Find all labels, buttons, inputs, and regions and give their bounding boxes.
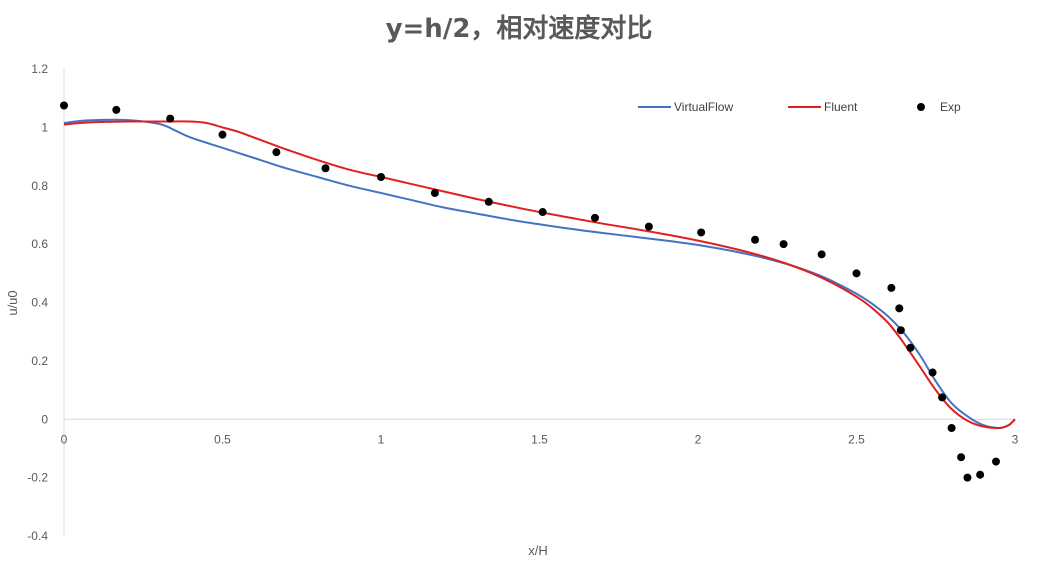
axes-group bbox=[63, 69, 1015, 536]
data-point-exp bbox=[697, 228, 706, 237]
data-point-exp bbox=[430, 189, 439, 198]
data-point-exp bbox=[928, 368, 937, 377]
legend-label-fluent: Fluent bbox=[824, 100, 858, 114]
data-point-exp bbox=[166, 114, 175, 123]
data-point-exp bbox=[947, 424, 956, 433]
data-point-exp bbox=[751, 235, 760, 244]
data-point-exp bbox=[590, 213, 599, 222]
legend: VirtualFlow Fluent Exp bbox=[638, 100, 961, 114]
tick-labels: 0 0.5 1 1.5 2 2.5 3 1.2 1 0.8 0.6 0.4 0.2 0 -0.2 -0.4 bbox=[27, 62, 1018, 543]
data-point-exp bbox=[887, 283, 896, 292]
x-tick-label: 1 bbox=[378, 432, 385, 446]
y-tick-label: 0.8 bbox=[31, 179, 48, 193]
chart-title: y=h/2，相对速度对比 bbox=[385, 14, 653, 44]
data-point-exp bbox=[906, 343, 915, 352]
data-point-exp bbox=[963, 473, 972, 482]
x-tick-label: 2 bbox=[695, 432, 702, 446]
x-tick-label: 1.5 bbox=[531, 432, 548, 446]
y-tick-label: 0.2 bbox=[31, 354, 48, 368]
y-tick-label: -0.2 bbox=[27, 471, 48, 485]
y-tick-label: 0.4 bbox=[31, 296, 48, 310]
series-points bbox=[60, 101, 1000, 482]
series-lines bbox=[63, 118, 1016, 430]
data-point-exp bbox=[852, 269, 861, 278]
data-point-exp bbox=[644, 222, 653, 231]
legend-swatch-exp bbox=[917, 103, 925, 111]
y-tick-label: 0.6 bbox=[31, 237, 48, 251]
x-tick-label: 0 bbox=[61, 432, 68, 446]
y-tick-label: 1.2 bbox=[31, 62, 48, 76]
legend-label-exp: Exp bbox=[940, 100, 961, 114]
data-point-exp bbox=[218, 130, 227, 139]
series-line-virtualflow bbox=[63, 118, 1016, 430]
x-tick-label: 2.5 bbox=[848, 432, 865, 446]
data-point-exp bbox=[779, 240, 788, 249]
data-point-exp bbox=[377, 172, 385, 181]
data-point-exp bbox=[484, 197, 493, 206]
data-point-exp bbox=[817, 250, 826, 259]
data-point-exp bbox=[321, 164, 330, 173]
data-point-exp bbox=[938, 393, 947, 402]
series-line-fluent bbox=[63, 120, 1016, 430]
data-point-exp bbox=[60, 101, 68, 110]
legend-label-virtualflow: VirtualFlow bbox=[674, 100, 733, 114]
data-point-exp bbox=[112, 105, 121, 114]
x-tick-label: 0.5 bbox=[214, 432, 231, 446]
y-tick-label: 1 bbox=[41, 120, 48, 134]
x-tick-label: 3 bbox=[1012, 432, 1019, 446]
data-point-exp bbox=[538, 208, 547, 217]
data-point-exp bbox=[896, 326, 905, 335]
y-tick-label: 0 bbox=[41, 412, 48, 426]
data-point-exp bbox=[957, 453, 966, 462]
y-tick-label: -0.4 bbox=[27, 529, 48, 543]
y-axis-title: u/u0 bbox=[5, 290, 20, 315]
data-point-exp bbox=[991, 457, 1000, 466]
data-point-exp bbox=[976, 470, 985, 479]
data-point-exp bbox=[272, 148, 281, 157]
x-axis-title: x/H bbox=[528, 543, 548, 558]
data-point-exp bbox=[895, 304, 904, 313]
